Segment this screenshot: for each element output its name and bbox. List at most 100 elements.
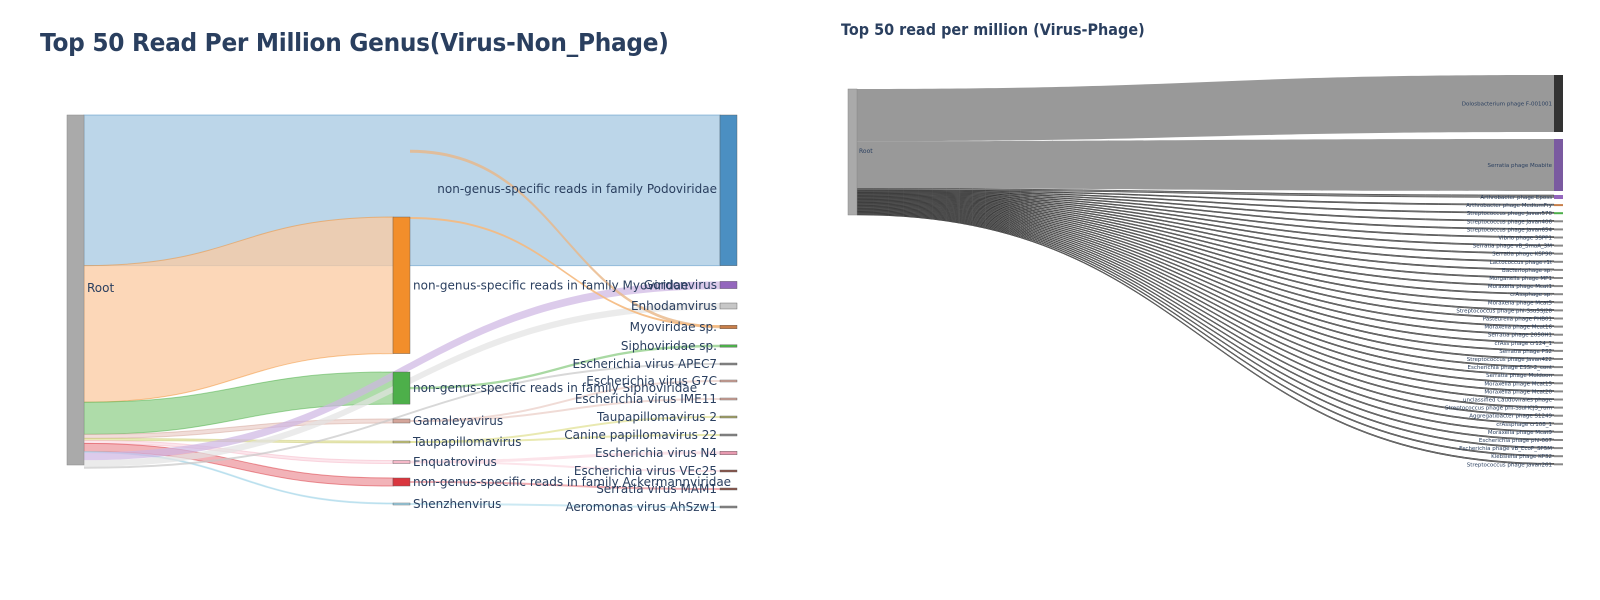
label-right-aggregatibacter-phage-s1249: Aggregatibacter phage S1249 [1469, 414, 1552, 420]
link-taupapillomavirus-taupapillomavirus-2 [410, 416, 720, 443]
label-right-root: Root [859, 148, 873, 155]
node-right-moraxella-phage-mcat1 [1554, 285, 1563, 288]
label-right-escherichia-phage-vb-ecop-sp5m: Escherichia phage vB_EcoP_SP5M [1459, 446, 1552, 452]
node-right-escherichia-phage-essi-2-cont [1554, 366, 1563, 369]
label-escherichia-virus-n4: Escherichia virus N4 [595, 446, 717, 460]
label-right-moraxella-phage-mcat20: Moraxella phage Mcat20 [1484, 389, 1552, 395]
right-labels-group: Root Dolosbacterium phage F-001001 Serrati… [859, 102, 1553, 469]
node-escherichia-virus-vec25 [719, 469, 738, 473]
label-right-streptococcus-phage-javan570: Streptococcus phage Javan570 [1467, 211, 1553, 217]
node-right-moraxella-phage-mcat9 [1554, 430, 1563, 433]
label-right-moraxella-phage-mcat15: Moraxella phage Mcat15 [1484, 381, 1552, 387]
link-right-dolosbacterium-phage-f-001001 [857, 75, 1554, 142]
node-right-escherichia-phage-phi-007 [1554, 439, 1563, 441]
label-right-dolosbacterium-phage-f-001001: Dolosbacterium phage F-001001 [1462, 102, 1552, 108]
node-right-arthrobacter-phage-mediumfry [1554, 204, 1563, 207]
node-gordonvirus [719, 281, 738, 289]
right-nodes-group [847, 75, 1563, 466]
node-right-streptococcus-phage-javan654 [1554, 228, 1563, 231]
node-non-genus-specific-reads-in-family-ackermannviridae [392, 477, 411, 487]
link-enquatrovirus-escherichia-virus-vec25 [410, 461, 720, 472]
node-right-streptococcus-phage-javan261 [1554, 463, 1563, 466]
node-right-serratia-phage-muldoon [1554, 374, 1563, 377]
node-right-moraxella-phage-mcat15 [1554, 382, 1563, 385]
label-gamaleyavirus: Gamaleyavirus [413, 414, 503, 428]
node-myoviridae-sp [719, 325, 738, 330]
label-escherichia-virus-apec7: Escherichia virus APEC7 [573, 357, 717, 371]
label-right-crassphage-cr108-1: crAssphage cr108_1 [1496, 422, 1552, 428]
label-myoviridae-sp: Myoviridae sp. [630, 320, 717, 334]
node-right-pasteurella-phage-phb01 [1554, 317, 1563, 320]
node-right-unclassified-caudovirales-phage [1554, 398, 1563, 401]
link-gamaleyavirus-escherichia-virus-ime11 [410, 398, 720, 422]
node-root [66, 114, 85, 466]
node-right-serratia-phage-2050h1 [1554, 333, 1563, 336]
label-right-streptococcus-phage-javan422: Streptococcus phage Javan422 [1467, 357, 1552, 363]
node-non-genus-specific-reads-in-family-siphoviridae [392, 371, 411, 405]
label-right-streptococcus-phage-phi-ssu5sj28: Streptococcus phage phi-Ssu5SJ28 [1456, 308, 1552, 314]
link-right-streptococcus-phage-phi-ssuhcj3-rum [856, 208, 1555, 409]
label-right-moraxella-phage-mcat16: Moraxella phage Mcat16 [1484, 325, 1552, 331]
node-non-genus-specific-reads-in-family-podoviridae [719, 114, 738, 266]
label-right-morganella-phage-mp1: Morganella phage MP1 [1489, 276, 1552, 282]
link-non-genus-specific-reads-in-family-myoviridae-myoviridae-sp [410, 149, 720, 329]
label-canine-papillomavirus-22: Canine papillomavirus 22 [564, 428, 717, 442]
link-non-genus-specific-reads-in-family-ackermannviridae-serratia-virus-mam1 [410, 481, 720, 490]
label-right-serratia-phage-ksp90: Serratia phage KSP90 [1492, 252, 1552, 258]
label-right-lactococcus-phage-r1t: Lactococcus phage r1t [1490, 260, 1553, 266]
node-enquatrovirus [392, 460, 411, 464]
node-right-dolosbacterium-phage-f-001001 [1554, 75, 1563, 132]
node-right-streptococcus-phage-javan406 [1554, 220, 1563, 223]
label-serratia-virus-mam1: Serratia virus MAM1 [596, 482, 717, 496]
link-right-escherichia-phage-essi-2-cont [856, 204, 1555, 368]
label-escherichia-virus-vec25: Escherichia virus VEc25 [574, 464, 717, 478]
node-right-streptococcus-phage-phi-ssu5sj28 [1554, 309, 1563, 312]
label-non-genus-specific-reads-in-family-podoviridae: non-genus-specific reads in family Podov… [437, 182, 717, 196]
label-right-streptococcus-phage-phi-ssuhcj3-rum: Streptococcus phage phi-SsuHCJ3_rum [1445, 406, 1552, 412]
label-right-bacteriophage-sp: Bacteriophage sp. [1502, 268, 1552, 274]
node-right-serratia-phage-moabite [1554, 139, 1563, 191]
link-myoviridae-top [410, 217, 720, 328]
label-gordonvirus: Gordonvirus [644, 278, 717, 292]
label-right-serratia-phage-moabite: Serratia phage Moabite [1488, 163, 1553, 169]
link-taupapillomavirus-canine-papillomavirus-22 [410, 434, 720, 443]
left-nodes-group [66, 114, 738, 509]
label-right-arthrobacter-phage-eposs: Arthrobacter phage Eposs [1480, 195, 1552, 201]
label-enhodamvirus: Enhodamvirus [631, 299, 717, 313]
left-links-group [83, 114, 721, 508]
node-taupapillomavirus [392, 440, 411, 444]
label-right-escherichia-phage-essi-2-cont: Escherichia phage ESSI-2_cont [1468, 365, 1553, 371]
link-gamaleyavirus-escherichia-virus-g7c [410, 380, 720, 422]
node-right-vibrio-phage-3spp1 [1554, 236, 1563, 239]
link-enquatrovirus-escherichia-virus-n4 [410, 451, 720, 464]
node-escherichia-virus-ime11 [719, 397, 738, 401]
node-escherichia-virus-n4 [719, 451, 738, 456]
label-enquatrovirus: Enquatrovirus [413, 455, 497, 469]
link-right-serratia-phage-moabite [857, 139, 1554, 191]
node-right-klebsiella-phage-kp32 [1554, 455, 1563, 458]
node-right-serratia-phage-vb-smaa-3m [1554, 244, 1563, 247]
label-right-unclassified-caudovirales-phage: unclassified Caudovirales phage [1463, 398, 1553, 404]
node-right-serratia-phage-ksp90 [1554, 252, 1563, 255]
node-right-arthrobacter-phage-eposs [1554, 195, 1563, 199]
label-right-streptococcus-phage-javan261: Streptococcus phage Javan261 [1467, 462, 1552, 468]
label-right-pasteurella-phage-phb01: Pasteurella phage PHB01 [1483, 317, 1552, 323]
node-right-crassphage-cr108-1 [1554, 422, 1563, 425]
left-chart-title: Top 50 Read Per Million Genus(Virus-Non_… [40, 28, 669, 57]
label-aeromonas-virus-ahszw1: Aeromonas virus AhSzw1 [565, 500, 717, 514]
node-right-crass-phage-cr124-1 [1554, 341, 1563, 344]
node-right-serratia-phage-ps2 [1554, 349, 1563, 352]
node-right-streptococcus-phage-javan422 [1554, 358, 1563, 360]
label-root: Root [87, 281, 114, 295]
label-shenzhenvirus: Shenzhenvirus [413, 497, 501, 511]
node-enhodamvirus [719, 302, 738, 310]
node-escherichia-virus-g7c [719, 379, 738, 383]
link-right-escherichia-phage-vb-ecop-sp5m [856, 212, 1555, 449]
label-non-genus-specific-reads-in-family-siphoviridae: non-genus-specific reads in family Sipho… [413, 381, 697, 395]
label-right-arthrobacter-phage-mediumfry: Arthrobacter phage MediumFry [1466, 203, 1553, 209]
node-canine-papillomavirus-22 [719, 433, 738, 437]
label-escherichia-virus-ime11: Escherichia virus IME11 [575, 392, 717, 406]
node-right-morganella-phage-mp1 [1554, 277, 1563, 279]
node-escherichia-virus-apec7 [719, 362, 738, 366]
